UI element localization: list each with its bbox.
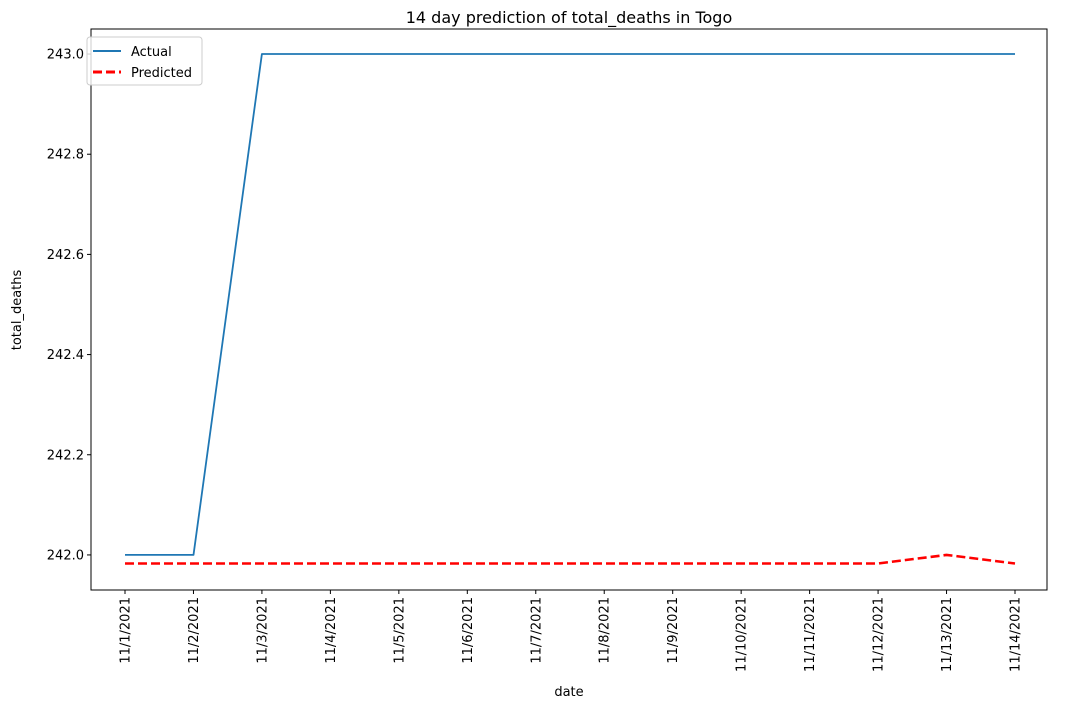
y-tick-label: 242.6 [47, 248, 84, 263]
x-axis: 11/1/2021 11/2/2021 11/3/2021 11/4/2021 11/5… [119, 590, 1024, 672]
chart-title: 14 day prediction of total_deaths in Tog… [406, 8, 733, 28]
x-tick-label: 11/10/2021 [735, 597, 750, 672]
legend-label-predicted: Predicted [131, 66, 192, 81]
y-tick-label: 242.4 [47, 348, 84, 363]
y-tick-label: 243.0 [47, 48, 84, 63]
legend-label-actual: Actual [131, 45, 172, 60]
x-tick-label: 11/7/2021 [529, 597, 544, 664]
legend-frame [86, 36, 203, 86]
y-tick-label: 242.2 [47, 448, 84, 463]
x-tick-label: 11/12/2021 [872, 597, 887, 672]
series-line-actual [125, 53, 1015, 556]
x-tick-label: 11/5/2021 [392, 597, 407, 664]
y-axis-label: total_deaths [10, 270, 25, 351]
x-tick-label: 11/4/2021 [324, 597, 339, 664]
y-tick-label: 242.8 [47, 148, 84, 163]
x-tick-label: 11/2/2021 [187, 597, 202, 664]
x-tick-label: 11/9/2021 [666, 597, 681, 664]
series-layer [125, 53, 1016, 565]
x-tick-label: 11/11/2021 [803, 597, 818, 672]
x-tick-label: 11/8/2021 [598, 597, 613, 664]
y-tick-label: 242.0 [47, 548, 84, 563]
y-axis: 242.0 242.2 242.4 242.6 242.8 243.0 [47, 48, 91, 563]
plot-area [90, 28, 1048, 591]
x-tick-label: 11/13/2021 [940, 597, 955, 672]
x-tick-label: 11/1/2021 [119, 597, 134, 664]
x-axis-label: date [554, 685, 583, 700]
series-line-predicted [125, 553, 1016, 565]
x-tick-label: 11/3/2021 [255, 597, 270, 664]
legend: Actual Predicted [86, 36, 203, 86]
x-tick-label: 11/6/2021 [461, 597, 476, 664]
x-tick-label: 11/14/2021 [1009, 597, 1024, 672]
